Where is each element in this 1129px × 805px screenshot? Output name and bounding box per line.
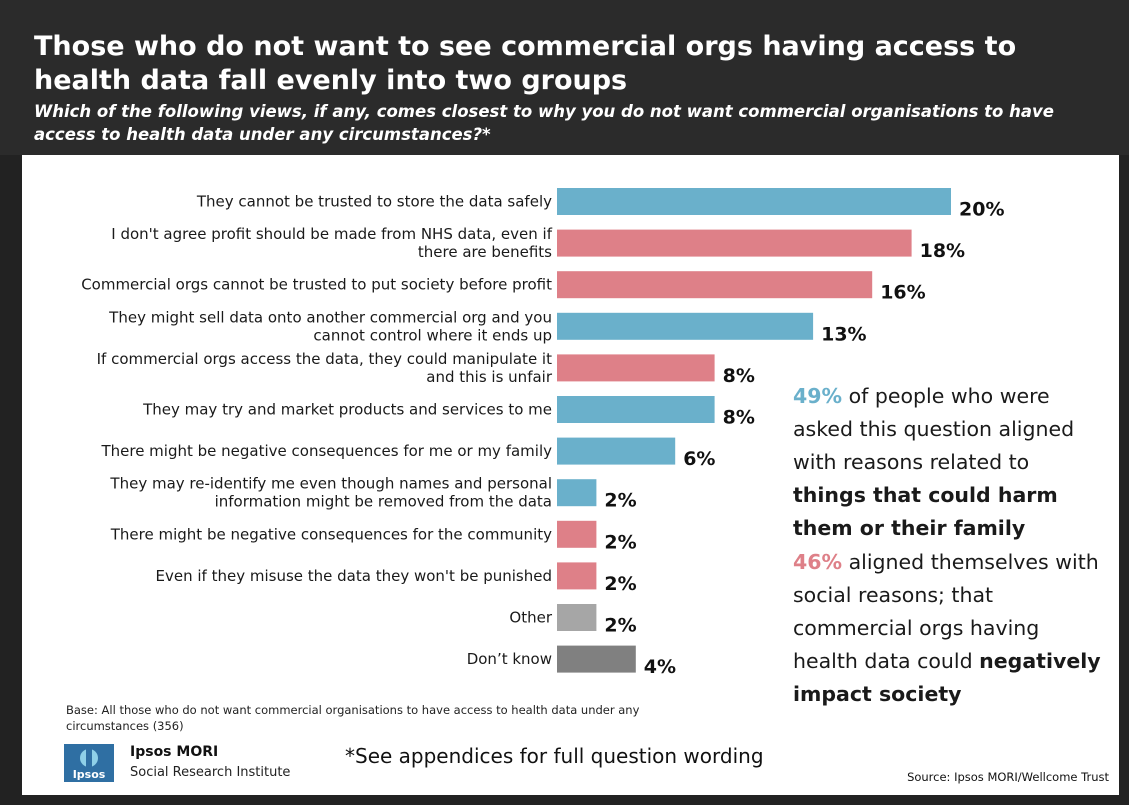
logo-text: Ipsos bbox=[73, 768, 106, 781]
category-label-8: They may re-identify me even though name… bbox=[109, 475, 552, 511]
harm-percent: 49% bbox=[793, 384, 843, 408]
category-label-3: Commercial orgs cannot be trusted to put… bbox=[81, 276, 552, 294]
appendix-note: *See appendices for full question wordin… bbox=[345, 744, 764, 768]
bar-3 bbox=[557, 271, 873, 299]
bar-9 bbox=[557, 520, 597, 548]
brand-subtitle: Social Research Institute bbox=[130, 765, 291, 780]
source-note: Source: Ipsos MORI/Wellcome Trust bbox=[907, 770, 1109, 784]
bar-12 bbox=[557, 645, 636, 673]
category-label-7: There might be negative consequences for… bbox=[100, 442, 552, 460]
bar-6 bbox=[557, 396, 715, 423]
category-label-2: I don't agree profit should be made from… bbox=[111, 225, 552, 261]
society-percent: 46% bbox=[793, 550, 843, 574]
bar-5 bbox=[557, 354, 715, 382]
society-callout: 46% aligned themselves with social reaso… bbox=[793, 546, 1103, 711]
value-label-12: 4% bbox=[644, 656, 676, 678]
harm-bold-text: things that could harm them or their fam… bbox=[793, 483, 1058, 540]
base-note: Base: All those who do not want commerci… bbox=[66, 703, 640, 733]
category-label-10: Even if they misuse the data they won't … bbox=[156, 567, 552, 585]
value-label-1: 20% bbox=[959, 199, 1004, 221]
category-label-11: Other bbox=[509, 609, 552, 627]
chart-subtitle: Which of the following views, if any, co… bbox=[34, 102, 1054, 144]
value-label-10: 2% bbox=[604, 573, 636, 595]
harm-callout: 49% of people who were asked this questi… bbox=[793, 380, 1103, 545]
category-label-9: There might be negative consequences for… bbox=[110, 525, 552, 543]
category-label-1: They cannot be trusted to store the data… bbox=[196, 193, 552, 211]
value-label-4: 13% bbox=[821, 323, 866, 345]
society-text: aligned themselves with social reasons; … bbox=[793, 550, 1099, 673]
header-band: Those who do not want to see commercial … bbox=[0, 0, 1129, 155]
value-label-9: 2% bbox=[604, 531, 636, 553]
bar-11 bbox=[557, 604, 597, 631]
category-label-12: Don’t know bbox=[467, 650, 552, 668]
value-label-11: 2% bbox=[604, 615, 636, 637]
bar-2 bbox=[557, 229, 912, 257]
value-label-2: 18% bbox=[920, 240, 965, 262]
category-label-6: They may try and market products and ser… bbox=[142, 401, 552, 419]
bar-1 bbox=[557, 188, 951, 215]
chart-title: Those who do not want to see commercial … bbox=[34, 31, 1017, 96]
society-bold-text: negatively impact society bbox=[793, 649, 1101, 706]
value-label-6: 8% bbox=[723, 407, 755, 429]
brand-name: Ipsos MORI bbox=[130, 744, 219, 760]
harm-text: of people who were asked this question a… bbox=[793, 384, 1075, 474]
bar-10 bbox=[557, 562, 597, 590]
category-label-4: They might sell data onto another commer… bbox=[108, 308, 552, 344]
category-label-5: If commercial orgs access the data, they… bbox=[97, 350, 553, 386]
value-label-8: 2% bbox=[604, 490, 636, 512]
ipsos-logo-icon: Ipsos bbox=[64, 744, 114, 782]
value-label-3: 16% bbox=[880, 282, 925, 304]
value-label-5: 8% bbox=[723, 365, 755, 387]
bar-4 bbox=[557, 312, 814, 340]
value-label-7: 6% bbox=[683, 448, 715, 470]
bar-7 bbox=[557, 437, 676, 465]
bar-8 bbox=[557, 479, 597, 507]
